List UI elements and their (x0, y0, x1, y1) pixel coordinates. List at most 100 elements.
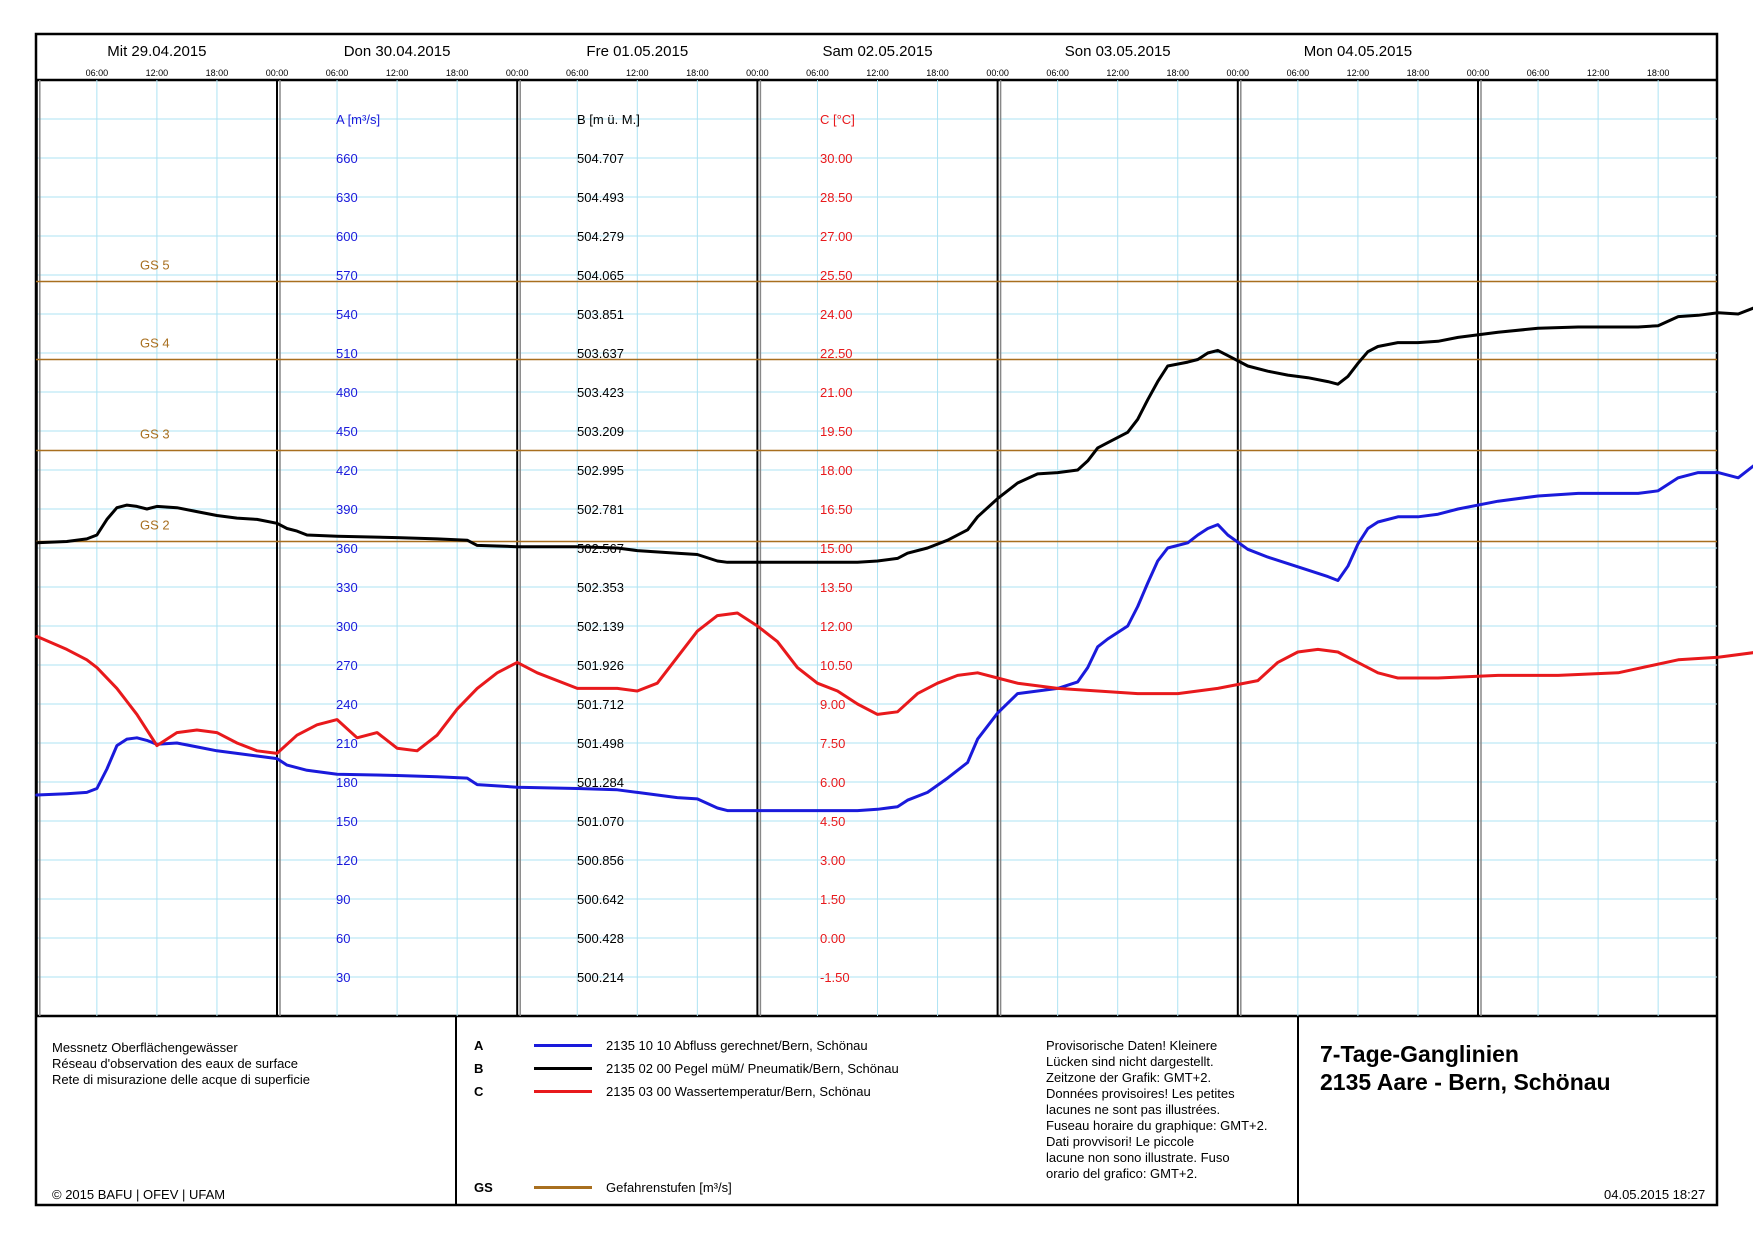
tick-label-a: 570 (336, 268, 358, 283)
legend-row-c: C 2135 03 00 Wassertemperatur/Bern, Schö… (474, 1084, 871, 1099)
legend-line-gs (534, 1186, 592, 1189)
hour-tick-label: 00:00 (266, 68, 289, 78)
tick-label-a: 480 (336, 385, 358, 400)
legend-line-a (534, 1044, 592, 1047)
tick-label-a: 540 (336, 307, 358, 322)
tick-label-c: 21.00 (820, 385, 853, 400)
hour-tick-label: 12:00 (626, 68, 649, 78)
note-line: orario del grafico: GMT+2. (1046, 1166, 1198, 1181)
legend-line-c (534, 1090, 592, 1093)
day-label: Don 30.04.2015 (344, 43, 451, 60)
legend-label-c: 2135 03 00 Wassertemperatur/Bern, Schöna… (606, 1084, 871, 1099)
tick-label-b: 501.498 (577, 736, 624, 751)
tick-label-b: 501.712 (577, 697, 624, 712)
hour-tick-label: 00:00 (1467, 68, 1490, 78)
hour-tick-label: 06:00 (1046, 68, 1069, 78)
tick-label-c: 22.50 (820, 346, 853, 361)
legend-row-b: B 2135 02 00 Pegel müM/ Pneumatik/Bern, … (474, 1061, 899, 1076)
axis-label-c: C [°C] (820, 112, 855, 127)
tick-label-b: 504.493 (577, 190, 624, 205)
danger-level-label: GS 4 (140, 336, 170, 351)
hour-tick-label: 06:00 (566, 68, 589, 78)
tick-label-c: -1.50 (820, 970, 850, 985)
tick-label-a: 420 (336, 463, 358, 478)
legend-label-a: 2135 10 10 Abfluss gerechnet/Bern, Schön… (606, 1038, 868, 1053)
legend-key-gs: GS (474, 1180, 493, 1195)
tick-label-c: 18.00 (820, 463, 853, 478)
tick-label-b: 503.637 (577, 346, 624, 361)
tick-label-a: 300 (336, 619, 358, 634)
tick-label-b: 504.707 (577, 151, 624, 166)
tick-label-a: 660 (336, 151, 358, 166)
hour-tick-label: 18:00 (1166, 68, 1189, 78)
series-line-a (35, 464, 1753, 813)
note-line: lacunes ne sont pas illustrées. (1046, 1102, 1221, 1117)
hour-tick-label: 06:00 (1527, 68, 1550, 78)
network-info: Messnetz Oberflächengewässer Réseau d'ob… (52, 1040, 310, 1088)
tick-label-b: 500.642 (577, 892, 624, 907)
axis-label-a: A [m³/s] (336, 112, 380, 127)
note-line: Fuseau horaire du graphique: GMT+2. (1046, 1118, 1268, 1133)
tick-label-c: 0.00 (820, 931, 845, 946)
hour-tick-label: 18:00 (206, 68, 229, 78)
hour-tick-label: 06:00 (86, 68, 109, 78)
legend-label-b: 2135 02 00 Pegel müM/ Pneumatik/Bern, Sc… (606, 1061, 899, 1076)
hour-tick-label: 12:00 (1587, 68, 1610, 78)
tick-label-c: 28.50 (820, 190, 853, 205)
series-line-b (35, 306, 1753, 564)
tick-label-c: 27.00 (820, 229, 853, 244)
tick-label-b: 502.353 (577, 580, 624, 595)
tick-label-a: 240 (336, 697, 358, 712)
legend-key-a: A (474, 1038, 484, 1053)
hour-tick-label: 12:00 (386, 68, 409, 78)
note-line: Lücken sind nicht dargestellt. (1046, 1054, 1214, 1069)
hour-tick-label: 12:00 (146, 68, 169, 78)
hour-tick-label: 18:00 (926, 68, 949, 78)
tick-label-a: 90 (336, 892, 350, 907)
danger-level-label: GS 3 (140, 427, 170, 442)
chart-title: 7-Tage-Ganglinien 2135 Aare - Bern, Schö… (1320, 1040, 1611, 1096)
legend-line-b (534, 1067, 592, 1070)
hour-tick-label: 06:00 (806, 68, 829, 78)
danger-level-label: GS 2 (140, 518, 170, 533)
tick-label-a: 30 (336, 970, 350, 985)
tick-label-b: 502.995 (577, 463, 624, 478)
network-line-it: Rete di misurazione delle acque di super… (52, 1072, 310, 1087)
title-line-1: 7-Tage-Ganglinien (1320, 1041, 1519, 1067)
tick-label-b: 500.428 (577, 931, 624, 946)
tick-label-c: 7.50 (820, 736, 845, 751)
tick-label-b: 503.851 (577, 307, 624, 322)
note-line: lacune non sono illustrate. Fuso (1046, 1150, 1230, 1165)
tick-label-a: 210 (336, 736, 358, 751)
hour-tick-label: 18:00 (446, 68, 469, 78)
network-line-de: Messnetz Oberflächengewässer (52, 1040, 238, 1055)
legend-key-b: B (474, 1061, 484, 1076)
tick-label-c: 16.50 (820, 502, 853, 517)
tick-label-c: 13.50 (820, 580, 853, 595)
tick-label-a: 180 (336, 775, 358, 790)
tick-label-a: 390 (336, 502, 358, 517)
tick-label-b: 502.139 (577, 619, 624, 634)
tick-label-a: 150 (336, 814, 358, 829)
disclaimer-notes: Provisorische Daten! Kleinere Lücken sin… (1046, 1038, 1268, 1182)
tick-label-c: 15.00 (820, 541, 853, 556)
legend-row-gs: GS Gefahrenstufen [m³/s] (474, 1180, 732, 1195)
tick-label-a: 270 (336, 658, 358, 673)
tick-label-c: 30.00 (820, 151, 853, 166)
tick-label-c: 19.50 (820, 424, 853, 439)
hour-tick-label: 18:00 (1647, 68, 1670, 78)
series-line-c (35, 611, 1753, 755)
title-line-2: 2135 Aare - Bern, Schönau (1320, 1069, 1611, 1095)
tick-label-b: 501.070 (577, 814, 624, 829)
hour-tick-label: 12:00 (866, 68, 889, 78)
note-line: Zeitzone der Grafik: GMT+2. (1046, 1070, 1212, 1085)
tick-label-c: 25.50 (820, 268, 853, 283)
tick-label-b: 500.856 (577, 853, 624, 868)
tick-label-c: 1.50 (820, 892, 845, 907)
legend-row-a: A 2135 10 10 Abfluss gerechnet/Bern, Sch… (474, 1038, 868, 1053)
tick-label-c: 9.00 (820, 697, 845, 712)
tick-label-a: 450 (336, 424, 358, 439)
tick-label-a: 120 (336, 853, 358, 868)
legend-label-gs: Gefahrenstufen [m³/s] (606, 1180, 732, 1195)
